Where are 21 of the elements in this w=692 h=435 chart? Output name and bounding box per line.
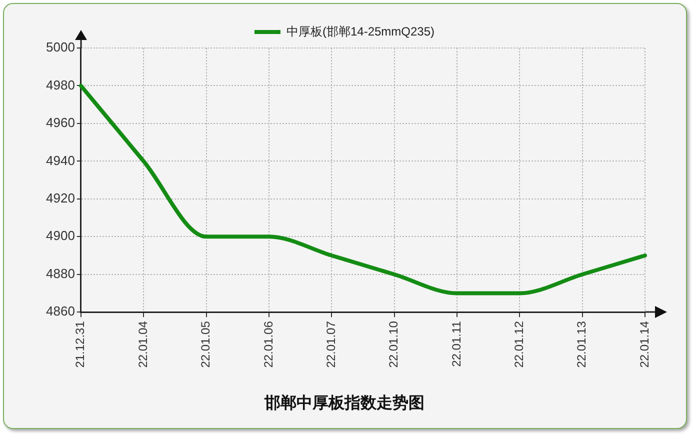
x-tick-label: 22.01.14: [637, 320, 652, 368]
x-tick-label: 22.01.11: [449, 320, 464, 367]
x-tick-label: 21.12.31: [73, 320, 88, 368]
y-tick-label: 5000: [46, 40, 75, 55]
y-tick-label: 4960: [46, 115, 75, 130]
x-tick-label: 22.01.06: [261, 320, 276, 368]
x-tick-label: 22.01.13: [574, 320, 589, 368]
x-tick-label: 22.01.12: [512, 320, 526, 368]
y-tick-label: 4940: [46, 152, 75, 168]
x-tick-label: 22.01.04: [136, 320, 150, 368]
legend-label: 中厚板(邯郸14-25mmQ235): [286, 24, 435, 38]
line-series: [78, 84, 647, 296]
y-tick-label: 4980: [46, 77, 75, 92]
y-tick-label: 4920: [46, 190, 75, 206]
y-tick-label: 4860: [46, 304, 75, 319]
y-tick-label: 4880: [46, 266, 75, 281]
x-tick-label: 22.01.10: [386, 320, 401, 368]
x-tick-label: 22.01.07: [324, 320, 338, 368]
x-tick-label: 22.01.05: [198, 320, 213, 368]
y-tick-label: 4900: [46, 228, 75, 244]
text: 邯郸中厚板指数走势图: [264, 394, 424, 412]
